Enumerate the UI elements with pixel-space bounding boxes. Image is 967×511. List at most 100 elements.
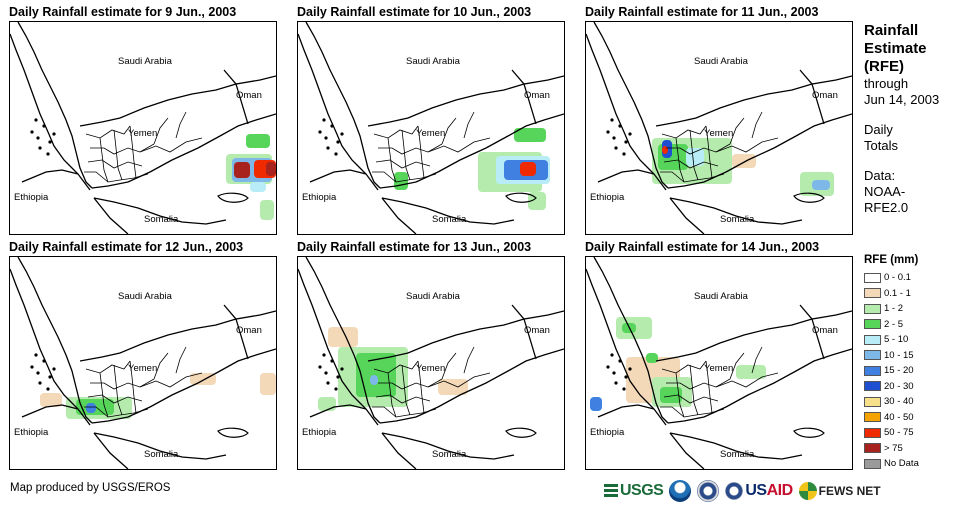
totals-label: Totals [864, 138, 898, 153]
country-boundary [17, 22, 93, 189]
governorate-boundary [373, 125, 419, 139]
country-boundary [381, 432, 417, 469]
rainfall-area [370, 375, 378, 385]
fews-net-logo: FEWS NET [798, 482, 881, 500]
governorate-boundary [666, 143, 731, 155]
country-label: Somalia [432, 449, 467, 460]
red-sea-island [48, 375, 52, 379]
red-sea-island [606, 365, 610, 369]
red-sea-island [606, 130, 610, 134]
governorate-boundary [113, 364, 123, 416]
map-panel-jun-10: Daily Rainfall estimate for 10 Jun., 200… [297, 5, 565, 235]
legend-label: 0 - 0.1 [884, 272, 911, 284]
country-label: Oman [236, 90, 262, 101]
country-label: Ethiopia [14, 192, 49, 203]
country-boundary [367, 83, 525, 127]
country-boundary [91, 348, 276, 424]
governorate-boundary [661, 360, 707, 374]
governorate-boundary [660, 171, 725, 183]
socotra-island [217, 427, 249, 438]
red-sea-island [624, 140, 628, 144]
country-boundary [655, 83, 813, 127]
legend-label: No Data [884, 458, 919, 470]
red-sea-island [318, 365, 322, 369]
governorate-boundary [715, 372, 779, 388]
red-sea-island [34, 353, 38, 357]
country-label: Oman [236, 325, 262, 336]
country-boundary [235, 83, 249, 125]
rainfall-map: Saudi Arabia Oman Yemen Ethiopia Somalia [297, 21, 565, 235]
legend-swatch [864, 396, 881, 407]
country-label: Yemen [416, 128, 445, 139]
red-sea-island [614, 381, 618, 385]
country-boundary [669, 197, 803, 225]
map-panel-jun-12: Daily Rainfall estimate for 12 Jun., 200… [9, 240, 277, 470]
legend-title: RFE (mm) [864, 254, 919, 266]
legend-label: > 75 [884, 442, 903, 454]
country-label: Oman [524, 90, 550, 101]
governorate-boundary [729, 352, 745, 380]
red-sea-island [30, 130, 34, 134]
daily-label: Daily [864, 122, 893, 137]
governorate-boundary [401, 129, 411, 181]
country-boundary [309, 169, 367, 183]
legend-label: 1 - 2 [884, 303, 904, 315]
red-sea-island [622, 152, 626, 156]
governorate-boundary [463, 111, 475, 139]
governorate-boundary [99, 137, 109, 183]
red-sea-island [340, 367, 344, 371]
agency-logos: USGS USAID FEWS NET [604, 480, 881, 502]
country-label: Ethiopia [14, 427, 49, 438]
red-sea-island [610, 353, 614, 357]
governorate-boundary [175, 346, 187, 374]
country-boundary [669, 432, 705, 469]
legend-item: 0.1 - 1 [864, 286, 964, 302]
red-sea-island [38, 146, 42, 150]
governorate-boundary [153, 352, 169, 380]
usaid-logo: USAID [725, 482, 793, 500]
governorate-boundary [705, 360, 713, 414]
red-sea-island [336, 140, 340, 144]
country-boundary [811, 83, 825, 125]
rainfall-area [318, 397, 336, 411]
country-boundary [305, 22, 381, 189]
governorate-boundary [387, 137, 397, 183]
red-sea-island [34, 118, 38, 122]
legend-swatch [864, 334, 881, 345]
country-boundary [593, 22, 669, 189]
legend-swatch [864, 303, 881, 314]
governorate-boundary [463, 346, 475, 374]
legend-swatch [864, 350, 881, 361]
legend-swatch [864, 443, 881, 454]
red-sea-island [326, 381, 330, 385]
red-sea-island [624, 375, 628, 379]
legend-swatch [864, 427, 881, 438]
country-boundary [309, 404, 367, 418]
red-sea-island [330, 124, 334, 128]
legend-item: 40 - 50 [864, 410, 964, 426]
rainfall-area [266, 162, 276, 176]
governorate-boundary [372, 171, 437, 183]
fews-net-text: FEWS NET [818, 484, 881, 498]
governorate-boundary [85, 360, 131, 374]
governorate-boundary [139, 137, 203, 153]
country-boundary [667, 348, 852, 424]
country-label: Ethiopia [590, 192, 625, 203]
country-boundary [667, 113, 852, 189]
socotra-island [217, 192, 249, 203]
rainfall-area [514, 128, 546, 142]
rainfall-map: Saudi Arabia Oman Yemen Ethiopia Somalia [585, 256, 853, 470]
governorate-boundary [441, 117, 457, 145]
country-label: Oman [812, 90, 838, 101]
governorate-boundary [113, 129, 123, 181]
data-source-line: NOAA- [864, 184, 906, 199]
rainfall-area [812, 180, 830, 190]
rainfall-area [686, 148, 704, 166]
country-boundary [381, 197, 417, 234]
usaid-us-text: US [745, 482, 767, 499]
governorate-boundary [705, 125, 713, 179]
governorate-boundary [372, 406, 437, 418]
governorate-boundary [90, 378, 155, 390]
country-boundary [298, 268, 379, 426]
governorate-boundary [401, 364, 411, 416]
